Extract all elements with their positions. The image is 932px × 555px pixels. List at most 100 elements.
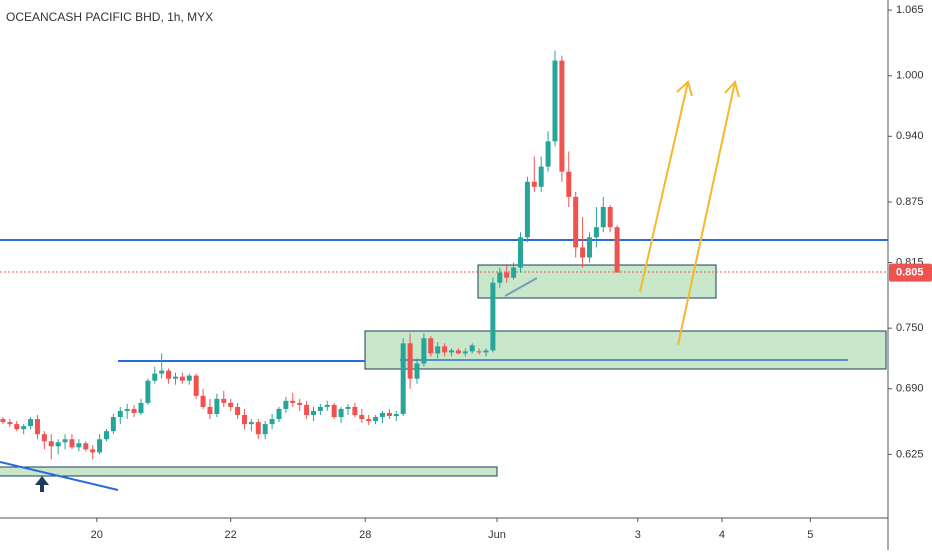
candle-body <box>524 181 530 238</box>
candle-body <box>69 439 75 448</box>
candle-body <box>207 406 213 414</box>
y-tick-label: 0.750 <box>896 322 924 334</box>
candle-body <box>172 376 178 379</box>
candle-body <box>152 373 158 381</box>
x-tick-label: Jun <box>488 529 506 541</box>
x-tick-label: 5 <box>807 529 813 541</box>
candle-body <box>262 424 268 435</box>
candle-body <box>7 422 13 425</box>
candle-body <box>476 351 482 353</box>
candle-body <box>400 343 406 414</box>
price-label: 0.805 <box>896 267 924 279</box>
candle-body <box>573 196 579 248</box>
candle-body <box>235 406 241 416</box>
candle-body <box>131 408 137 413</box>
y-tick-label: 0.690 <box>896 383 924 395</box>
candle-body <box>428 338 434 354</box>
candle-body <box>455 350 461 354</box>
candles <box>0 50 620 460</box>
candle-body <box>124 408 130 411</box>
candle-body <box>14 424 20 430</box>
candle-body <box>200 395 206 407</box>
candle-body <box>504 272 510 278</box>
candle-body <box>117 410 123 418</box>
drawings <box>0 79 888 492</box>
candle-body <box>593 227 599 238</box>
candle-body <box>607 206 613 228</box>
candle-body <box>614 227 620 273</box>
candle-body <box>517 237 523 268</box>
y-tick-label: 0.875 <box>896 196 924 208</box>
candle-body <box>166 370 172 379</box>
candle-body <box>48 441 54 447</box>
candle-body <box>269 419 275 425</box>
x-tick-label: 3 <box>635 529 641 541</box>
candle-body <box>34 419 40 435</box>
trend-line <box>504 277 538 297</box>
candle-body <box>110 417 116 432</box>
candle-body <box>214 398 220 414</box>
candle-body <box>497 272 503 283</box>
candle-body <box>359 415 365 420</box>
candle-body <box>386 412 392 417</box>
arrow-up <box>35 476 49 492</box>
candle-body <box>138 402 144 413</box>
candle-body <box>90 449 96 453</box>
candle-body <box>55 442 61 447</box>
candle-body <box>469 345 475 352</box>
candle-body <box>407 343 413 379</box>
candle-body <box>414 363 420 379</box>
candle-body <box>421 338 427 364</box>
candle-body <box>228 402 234 407</box>
candle-body <box>276 408 282 420</box>
candle-body <box>531 181 537 187</box>
zone <box>477 264 717 299</box>
candle-body <box>324 404 330 407</box>
x-tick-label: 22 <box>225 529 237 541</box>
candle-body <box>28 419 34 427</box>
candle-body <box>241 415 247 425</box>
candle-body <box>331 404 337 418</box>
y-tick-label: 0.940 <box>896 130 924 142</box>
trend-line <box>0 461 119 491</box>
candle-body <box>442 346 448 353</box>
x-tick-label: 4 <box>719 529 725 541</box>
candle-body <box>145 380 151 403</box>
candle-body <box>255 422 261 435</box>
candle-body <box>83 443 89 450</box>
candle-body <box>352 406 358 416</box>
candle-body <box>511 267 517 278</box>
candle-body <box>345 406 351 409</box>
y-tick-label: 0.625 <box>896 448 924 460</box>
candle-body <box>366 419 372 422</box>
candle-body <box>186 375 192 381</box>
x-tick-label: 28 <box>359 529 371 541</box>
candle-body <box>538 166 544 187</box>
candle-body <box>483 350 489 353</box>
candle-body <box>545 141 551 167</box>
candle-body <box>393 413 399 417</box>
candle-body <box>283 400 289 409</box>
candle-body <box>490 282 496 351</box>
candle-body <box>179 376 185 381</box>
candle-body <box>552 60 558 142</box>
candle-body <box>448 350 454 353</box>
candle-body <box>462 351 468 354</box>
candle-body <box>580 247 586 258</box>
candle-body <box>0 419 6 423</box>
candle-body <box>317 406 323 411</box>
candle-body <box>566 171 572 197</box>
candle-body <box>21 426 27 430</box>
candle-body <box>373 417 379 422</box>
arrows <box>639 79 740 346</box>
candle-body <box>221 398 227 403</box>
chart-title: OCEANCASH PACIFIC BHD, 1h, MYX <box>6 10 213 24</box>
candle-body <box>62 439 68 443</box>
candle-body <box>600 206 606 228</box>
candle-body <box>379 412 385 418</box>
candle-body <box>103 431 109 440</box>
y-tick-label: 1.065 <box>896 4 924 16</box>
candle-body <box>76 443 82 448</box>
candle-body <box>248 422 254 425</box>
